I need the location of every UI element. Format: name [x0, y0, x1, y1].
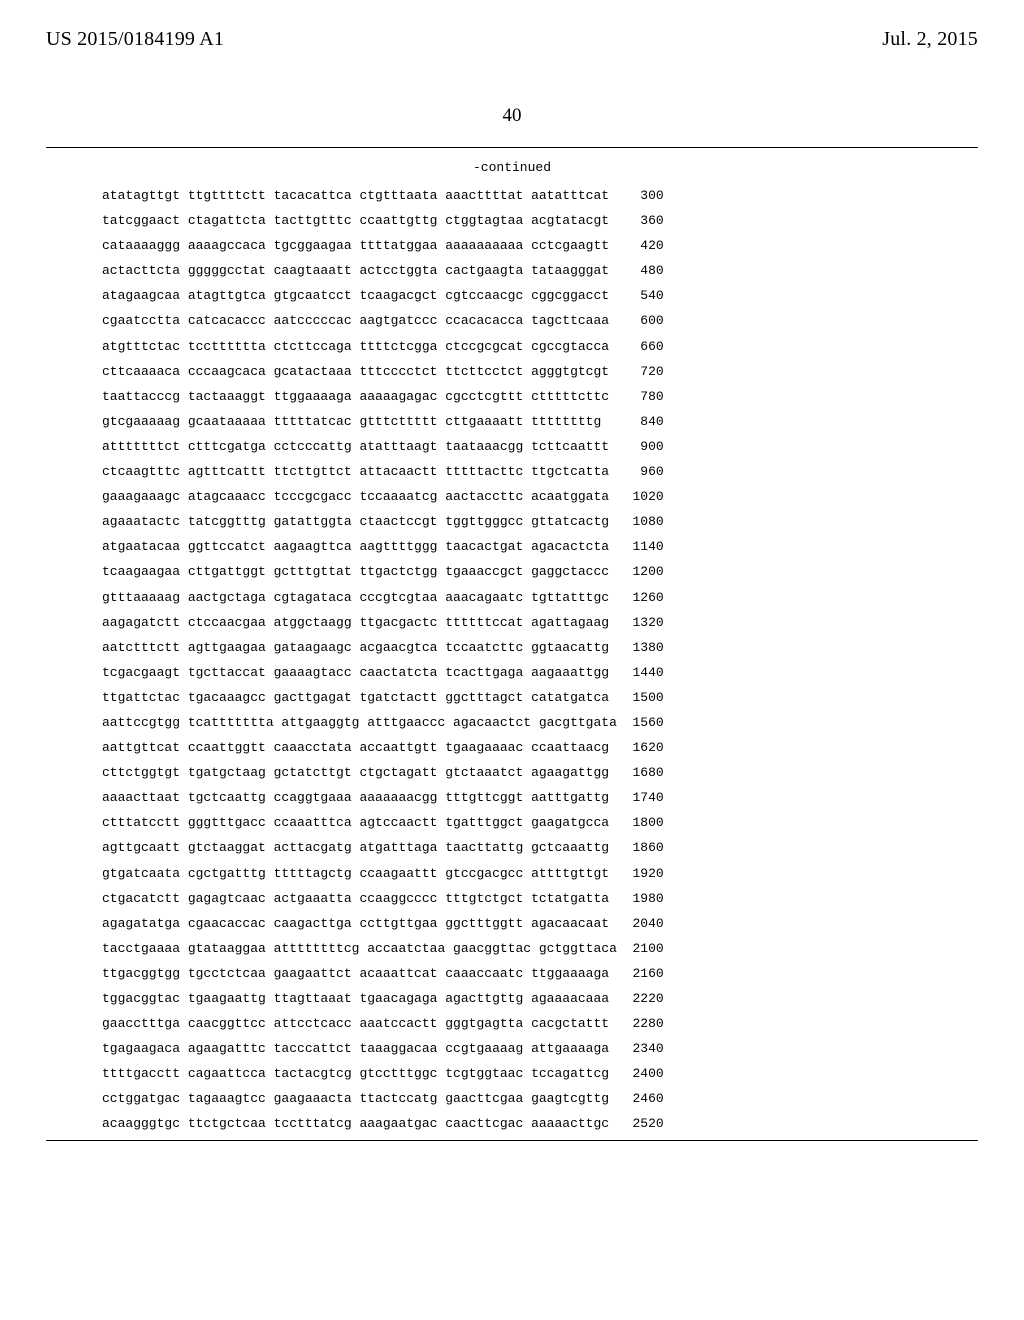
continued-label: -continued [46, 160, 978, 175]
page: US 2015/0184199 A1 Jul. 2, 2015 40 -cont… [0, 0, 1024, 1320]
sequence-row: ttgacggtgg tgcctctcaa gaagaattct acaaatt… [102, 967, 978, 980]
sequence-lines: atatagttgt ttgttttctt tacacattca ctgttta… [46, 189, 978, 1130]
sequence-row: aattgttcat ccaattggtt caaacctata accaatt… [102, 741, 978, 754]
sequence-row: acaagggtgc ttctgctcaa tcctttatcg aaagaat… [102, 1117, 978, 1130]
sequence-row: tacctgaaaa gtataaggaa attttttttcg accaat… [102, 942, 978, 955]
sequence-row: atgtttctac tcctttttta ctcttccaga ttttctc… [102, 340, 978, 353]
sequence-row: gaacctttga caacggttcc attcctcacc aaatcca… [102, 1017, 978, 1030]
sequence-row: ctgacatctt gagagtcaac actgaaatta ccaaggc… [102, 892, 978, 905]
sequence-row: gtcgaaaaag gcaataaaaa tttttatcac gtttctt… [102, 415, 978, 428]
sequence-row: ctcaagtttc agtttcattt ttcttgttct attacaa… [102, 465, 978, 478]
sequence-row: tatcggaact ctagattcta tacttgtttc ccaattg… [102, 214, 978, 227]
sequence-row: cttcaaaaca cccaagcaca gcatactaaa tttcccc… [102, 365, 978, 378]
sequence-row: gaaagaaagc atagcaaacc tcccgcgacc tccaaaa… [102, 490, 978, 503]
sequence-row: taattacccg tactaaaggt ttggaaaaga aaaaaga… [102, 390, 978, 403]
sequence-row: agttgcaatt gtctaaggat acttacgatg atgattt… [102, 841, 978, 854]
sequence-row: cttctggtgt tgatgctaag gctatcttgt ctgctag… [102, 766, 978, 779]
sequence-row: cctggatgac tagaaagtcc gaagaaacta ttactcc… [102, 1092, 978, 1105]
sequence-row: aattccgtgg tcattttttta attgaaggtg atttga… [102, 716, 978, 729]
header-row: US 2015/0184199 A1 Jul. 2, 2015 [46, 28, 978, 51]
publication-number: US 2015/0184199 A1 [46, 28, 224, 51]
sequence-row: ttttgacctt cagaattcca tactacgtcg gtccttt… [102, 1067, 978, 1080]
sequence-row: gtgatcaata cgctgatttg tttttagctg ccaagaa… [102, 867, 978, 880]
sequence-row: aagagatctt ctccaacgaa atggctaagg ttgacga… [102, 616, 978, 629]
sequence-row: atatagttgt ttgttttctt tacacattca ctgttta… [102, 189, 978, 202]
sequence-row: tcgacgaagt tgcttaccat gaaaagtacc caactat… [102, 666, 978, 679]
sequence-row: tcaagaagaa cttgattggt gctttgttat ttgactc… [102, 565, 978, 578]
sequence-row: ctttatcctt gggtttgacc ccaaatttca agtccaa… [102, 816, 978, 829]
sequence-row: atgaatacaa ggttccatct aagaagttca aagtttt… [102, 540, 978, 553]
sequence-row: tggacggtac tgaagaattg ttagttaaat tgaacag… [102, 992, 978, 1005]
sequence-row: atagaagcaa atagttgtca gtgcaatcct tcaagac… [102, 289, 978, 302]
sequence-row: ttgattctac tgacaaagcc gacttgagat tgatcta… [102, 691, 978, 704]
sequence-row: aatctttctt agttgaagaa gataagaagc acgaacg… [102, 641, 978, 654]
sequence-row: agaaatactc tatcggtttg gatattggta ctaactc… [102, 515, 978, 528]
page-number: 40 [46, 105, 978, 127]
sequence-row: actacttcta gggggcctat caagtaaatt actcctg… [102, 264, 978, 277]
sequence-row: tgagaagaca agaagatttc tacccattct taaagga… [102, 1042, 978, 1055]
sequence-listing-box: -continued atatagttgt ttgttttctt tacacat… [46, 147, 978, 1141]
publication-date: Jul. 2, 2015 [882, 28, 978, 51]
sequence-row: agagatatga cgaacaccac caagacttga ccttgtt… [102, 917, 978, 930]
sequence-row: cataaaaggg aaaagccaca tgcggaagaa ttttatg… [102, 239, 978, 252]
sequence-row: gtttaaaaag aactgctaga cgtagataca cccgtcg… [102, 591, 978, 604]
sequence-row: atttttttct ctttcgatga cctcccattg atattta… [102, 440, 978, 453]
sequence-row: aaaacttaat tgctcaattg ccaggtgaaa aaaaaaa… [102, 791, 978, 804]
sequence-row: cgaatcctta catcacaccc aatcccccac aagtgat… [102, 314, 978, 327]
